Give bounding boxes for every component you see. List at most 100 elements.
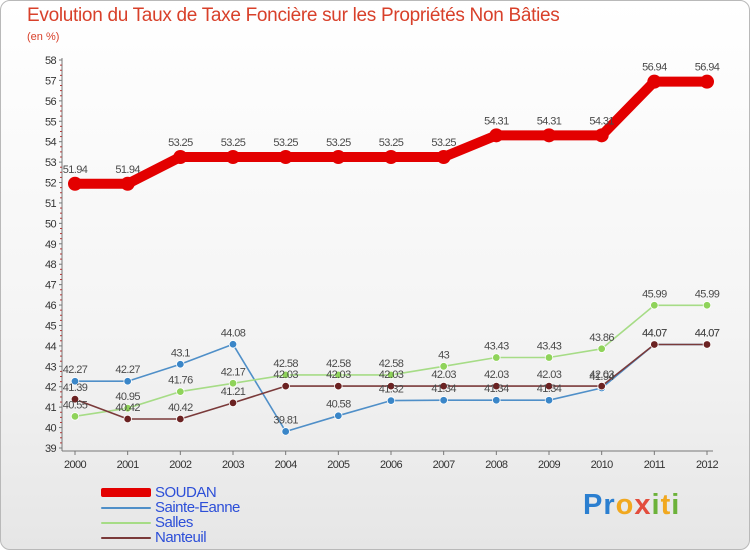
- data-label: 51.94: [115, 164, 140, 176]
- data-label: 44.07: [695, 327, 720, 339]
- data-point: [278, 150, 293, 164]
- data-point: [386, 370, 396, 380]
- y-tick-label: 50: [45, 218, 57, 230]
- data-point: [68, 176, 82, 191]
- data-label: 42.03: [431, 369, 456, 381]
- data-point: [120, 176, 135, 191]
- data-label: 53.25: [221, 137, 246, 149]
- data-point: [489, 128, 504, 143]
- data-point: [544, 381, 554, 391]
- data-label: 53.25: [168, 137, 193, 149]
- data-point: [173, 150, 188, 164]
- data-label: 40.58: [326, 399, 351, 411]
- data-label: 40.55: [63, 399, 88, 411]
- data-label: 42.03: [326, 369, 351, 381]
- data-point: [226, 150, 240, 164]
- x-tick-label: 2006: [380, 459, 403, 471]
- data-point: [386, 396, 396, 405]
- data-label: 41.94: [589, 371, 614, 383]
- logo-letter: o: [615, 489, 635, 521]
- data-point: [386, 381, 396, 391]
- data-point: [439, 362, 448, 371]
- data-point: [439, 396, 448, 405]
- y-axis-unit: (en %): [27, 31, 60, 43]
- data-point: [123, 414, 132, 424]
- data-label: 43.86: [589, 332, 614, 344]
- x-tick-label: 2002: [169, 459, 192, 471]
- chart-axes: 39 40 41 42 43 44 45 46 47 48 49 50 51 52 53 54 55 56 57 58…: [45, 55, 719, 471]
- data-point: [597, 381, 606, 391]
- y-tick-label: 58: [45, 55, 57, 67]
- y-tick-label: 40: [45, 423, 57, 435]
- y-tick-label: 52: [45, 178, 57, 190]
- data-label: 40.42: [168, 402, 193, 414]
- y-tick-label: 49: [45, 239, 57, 251]
- data-point: [70, 394, 80, 404]
- data-label: 44.07: [642, 327, 667, 339]
- legend-swatch: [101, 537, 151, 539]
- data-point: [176, 387, 185, 396]
- data-label: 42.03: [484, 369, 509, 381]
- data-label: 42.58: [379, 358, 404, 370]
- data-point: [334, 411, 343, 420]
- y-tick-label: 55: [45, 116, 57, 128]
- data-point: [334, 370, 343, 380]
- data-label: 56.94: [695, 62, 720, 74]
- data-label: 41.32: [379, 384, 404, 396]
- data-point: [702, 340, 712, 349]
- x-tick-label: 2005: [327, 459, 350, 471]
- y-tick-label: 39: [45, 443, 57, 455]
- data-point: [228, 379, 238, 388]
- data-point: [176, 414, 185, 424]
- data-label: 53.25: [273, 137, 298, 149]
- data-label: 51.94: [63, 164, 88, 176]
- data-label: 42.03: [379, 369, 404, 381]
- legend-swatch: [101, 507, 151, 509]
- data-label: 40.95: [115, 391, 140, 403]
- data-label: 42.27: [63, 364, 88, 376]
- data-label: 56.94: [642, 62, 667, 74]
- data-point: [647, 74, 662, 89]
- logo-letter: i: [651, 489, 661, 521]
- legend-label: Nanteuil: [155, 529, 207, 546]
- data-label: 45.99: [695, 288, 720, 300]
- x-tick-label: 2008: [485, 459, 508, 471]
- data-label: 44.08: [221, 327, 246, 339]
- data-label: 53.25: [379, 137, 404, 149]
- x-tick-label: 2011: [644, 459, 666, 471]
- data-label: 41.39: [63, 382, 88, 394]
- series-points: [68, 74, 714, 436]
- data-point: [228, 340, 238, 349]
- logo-letter: r: [603, 489, 616, 521]
- logo-letter: x: [634, 489, 652, 521]
- data-label: 42.03: [589, 369, 614, 381]
- data-label: 54.31: [484, 115, 509, 127]
- y-tick-label: 54: [45, 137, 57, 149]
- data-label: 54.31: [589, 115, 614, 127]
- data-label: 41.76: [168, 375, 193, 387]
- y-tick-label: 45: [45, 320, 57, 332]
- proxiti-logo: Proxiti: [583, 489, 680, 522]
- data-label: 41.34: [537, 383, 562, 395]
- data-point: [436, 150, 451, 164]
- data-point: [123, 377, 132, 386]
- data-label: 42.27: [115, 364, 140, 376]
- legend-label: Salles: [155, 514, 193, 531]
- data-point: [70, 377, 80, 386]
- y-tick-label: 57: [45, 75, 57, 87]
- x-tick-label: 2004: [275, 459, 298, 471]
- data-point: [281, 370, 290, 380]
- y-tick-label: 47: [45, 280, 57, 292]
- data-label: 42.03: [537, 369, 562, 381]
- data-point: [492, 381, 501, 391]
- data-point: [544, 353, 554, 362]
- y-tick-label: 48: [45, 259, 57, 271]
- x-tick-label: 2009: [538, 459, 561, 471]
- y-tick-label: 43: [45, 361, 57, 373]
- data-point: [594, 128, 609, 143]
- y-tick-label: 56: [45, 96, 57, 108]
- data-point: [281, 427, 290, 436]
- data-label: 45.99: [642, 288, 667, 300]
- data-label: 42.17: [221, 366, 246, 378]
